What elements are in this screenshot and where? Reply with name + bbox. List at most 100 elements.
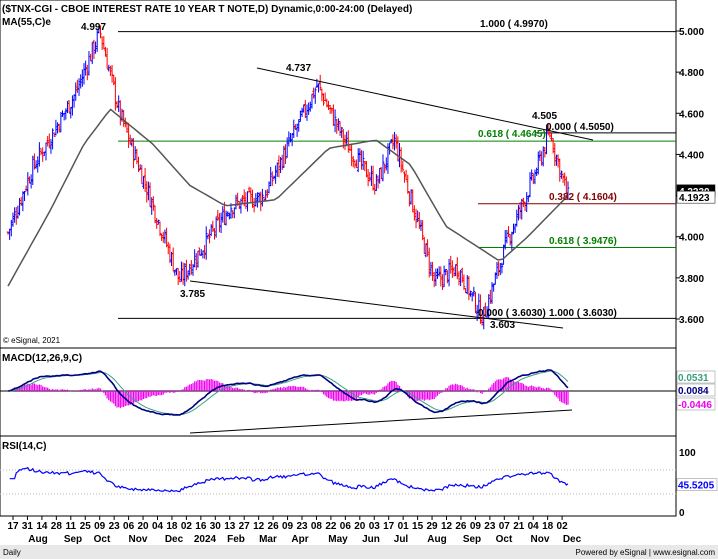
ohlc-bar (338, 121, 342, 137)
ohlc-bar (381, 154, 385, 182)
date-tick-label: 20 (354, 521, 366, 532)
date-axis: 17 31 14 28 11 25 09 23 06 20 04 18 02 16 30 13 27 12 26 09… (0, 515, 676, 545)
ohlc-bar (38, 142, 41, 167)
ohlc-bar (152, 196, 155, 211)
ohlc-bar (470, 292, 474, 302)
ohlc-bar (69, 106, 73, 119)
ohlc-bar (128, 134, 132, 145)
date-tick-label: 31 (22, 521, 34, 532)
ohlc-bar (21, 191, 25, 212)
ohlc-bar (104, 46, 107, 57)
month-label: Sep (64, 534, 82, 545)
fib-label-0618-mid: 0.618 ( 3.9476) (549, 236, 617, 247)
date-tick-label: 17 (383, 521, 395, 532)
price-bars (6, 25, 570, 330)
ohlc-bar (181, 262, 185, 285)
footer-bar (0, 545, 718, 559)
ohlc-bar (33, 153, 36, 170)
date-tick-label: 18 (166, 521, 178, 532)
date-tick-label: 11 (66, 521, 77, 532)
ohlc-bar (459, 269, 462, 287)
ohlc-bar (239, 198, 243, 214)
month-label: 2024 (194, 534, 217, 545)
ohlc-bar (46, 135, 49, 147)
macd-tag-text: 0.0531 (678, 373, 709, 384)
ohlc-bar (247, 186, 251, 192)
ohlc-bar (351, 156, 355, 168)
ohlc-bar (333, 109, 337, 133)
ohlc-bar (109, 65, 112, 77)
ohlc-bar (555, 154, 558, 166)
date-tick-label: 13 (224, 521, 236, 532)
ohlc-bar (302, 104, 305, 113)
ohlc-bar (31, 155, 35, 186)
ohlc-bar (548, 128, 552, 138)
footer-left: Daily (3, 548, 21, 557)
month-label: Aug (427, 534, 446, 545)
ohlc-bar (355, 159, 358, 169)
ohlc-bar (350, 143, 353, 167)
ohlc-bar (532, 173, 535, 185)
ohlc-bar (74, 82, 78, 101)
ohlc-bar (11, 212, 15, 227)
ohlc-bar (147, 181, 150, 201)
month-label: May (328, 534, 348, 545)
ohlc-bar (456, 257, 459, 280)
ohlc-bar (56, 122, 59, 134)
ohlc-bar (444, 269, 448, 276)
annotation-high-apr: 4.737 (286, 63, 311, 74)
ohlc-bar (214, 216, 218, 238)
rsi-line (9, 466, 569, 493)
date-tick-label: 15 (412, 521, 424, 532)
ohlc-bar (309, 101, 312, 112)
ohlc-bar (221, 206, 225, 223)
ohlc-bar (160, 233, 163, 241)
ohlc-bar (442, 265, 446, 288)
ohlc-bar (358, 148, 362, 162)
ohlc-bar (61, 110, 64, 117)
ohlc-bar (368, 172, 372, 182)
ohlc-bar (275, 162, 279, 177)
ohlc-bar (279, 157, 282, 174)
ohlc-bar (307, 102, 310, 115)
ohlc-bar (327, 100, 330, 110)
trendlines (189, 67, 594, 329)
ohlc-bar (62, 112, 66, 121)
ohlc-bar (272, 175, 276, 180)
macd-tag-text: -0.0446 (678, 400, 712, 411)
ohlc-bar (500, 262, 504, 274)
ohlc-bar (313, 87, 317, 104)
ohlc-bar (256, 192, 259, 208)
date-tick-label: 17 (7, 521, 19, 532)
ohlc-bar (475, 304, 479, 321)
ohlc-bar (8, 228, 11, 240)
ohlc-bar (81, 69, 84, 87)
price-tag-text: 4.1923 (679, 193, 710, 204)
rsi-tag-text: 45.5205 (678, 481, 715, 492)
ohlc-bar (325, 98, 329, 108)
ohlc-bar (36, 156, 40, 173)
ohlc-bar (522, 197, 525, 208)
ohlc-bar (465, 274, 469, 295)
price-tags: 4.22304.1923 (676, 184, 716, 204)
ohlc-bar (193, 249, 196, 268)
ohlc-bar (394, 134, 398, 149)
price-axis-label: 4.000 (679, 233, 704, 244)
month-label: Apr (291, 534, 308, 545)
annotation-high-2023: 4.997 (81, 22, 106, 33)
ohlc-bar (343, 134, 347, 151)
ohlc-bar (479, 294, 482, 324)
ohlc-bar (561, 173, 565, 183)
ohlc-bar (489, 289, 492, 304)
ohlc-bar (530, 169, 533, 181)
ma55-line (7, 108, 569, 287)
month-label: Oct (94, 534, 111, 545)
date-tick-label: 04 (152, 521, 164, 532)
macd-histogram (9, 376, 569, 409)
ohlc-bar (409, 189, 413, 205)
annotation-low-dec: 3.785 (180, 289, 205, 300)
ohlc-bar (467, 276, 471, 301)
ohlc-bar (233, 207, 236, 219)
ohlc-bar (241, 195, 244, 204)
